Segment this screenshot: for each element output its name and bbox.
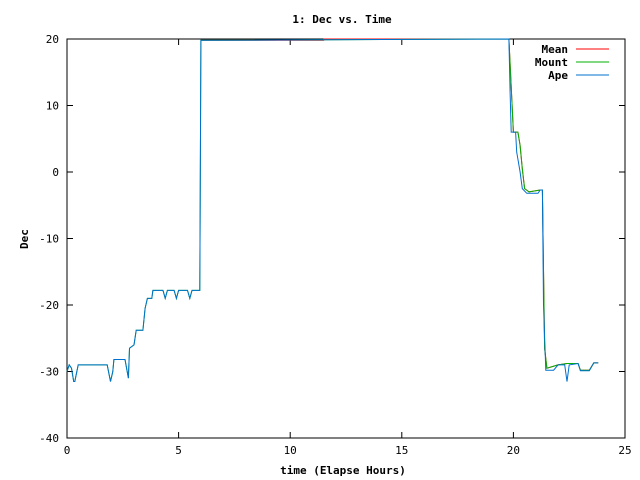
series-line-mean — [200, 38, 599, 371]
x-tick-label: 15 — [395, 444, 408, 457]
chart-title: 1: Dec vs. Time — [292, 13, 392, 26]
series-layer — [66, 38, 599, 382]
legend-label: Mean — [542, 43, 569, 56]
x-tick-label: 20 — [507, 444, 520, 457]
x-tick-label: 10 — [284, 444, 297, 457]
x-tick-label: 0 — [64, 444, 71, 457]
y-tick-label: -40 — [39, 432, 59, 445]
x-tick-label: 5 — [175, 444, 182, 457]
y-tick-label: -10 — [39, 233, 59, 246]
y-tick-label: 20 — [46, 33, 59, 46]
legend-label: Mount — [535, 56, 568, 69]
plot-frame — [66, 38, 626, 439]
y-tick-label: 0 — [52, 166, 59, 179]
legend-label: Ape — [548, 69, 568, 82]
y-tick-label: 10 — [46, 100, 59, 113]
x-tick-label: 25 — [618, 444, 631, 457]
axis-ticks: 0 5 10 15 20 25 -40 -30 -20 -10 0 10 20 — [39, 33, 632, 457]
x-axis-label: time (Elapse Hours) — [280, 464, 406, 477]
y-tick-label: -30 — [39, 366, 59, 379]
series-line-mount — [66, 38, 599, 382]
y-tick-label: -20 — [39, 299, 59, 312]
series-line-ape — [66, 38, 599, 382]
y-axis-label: Dec — [18, 229, 31, 249]
